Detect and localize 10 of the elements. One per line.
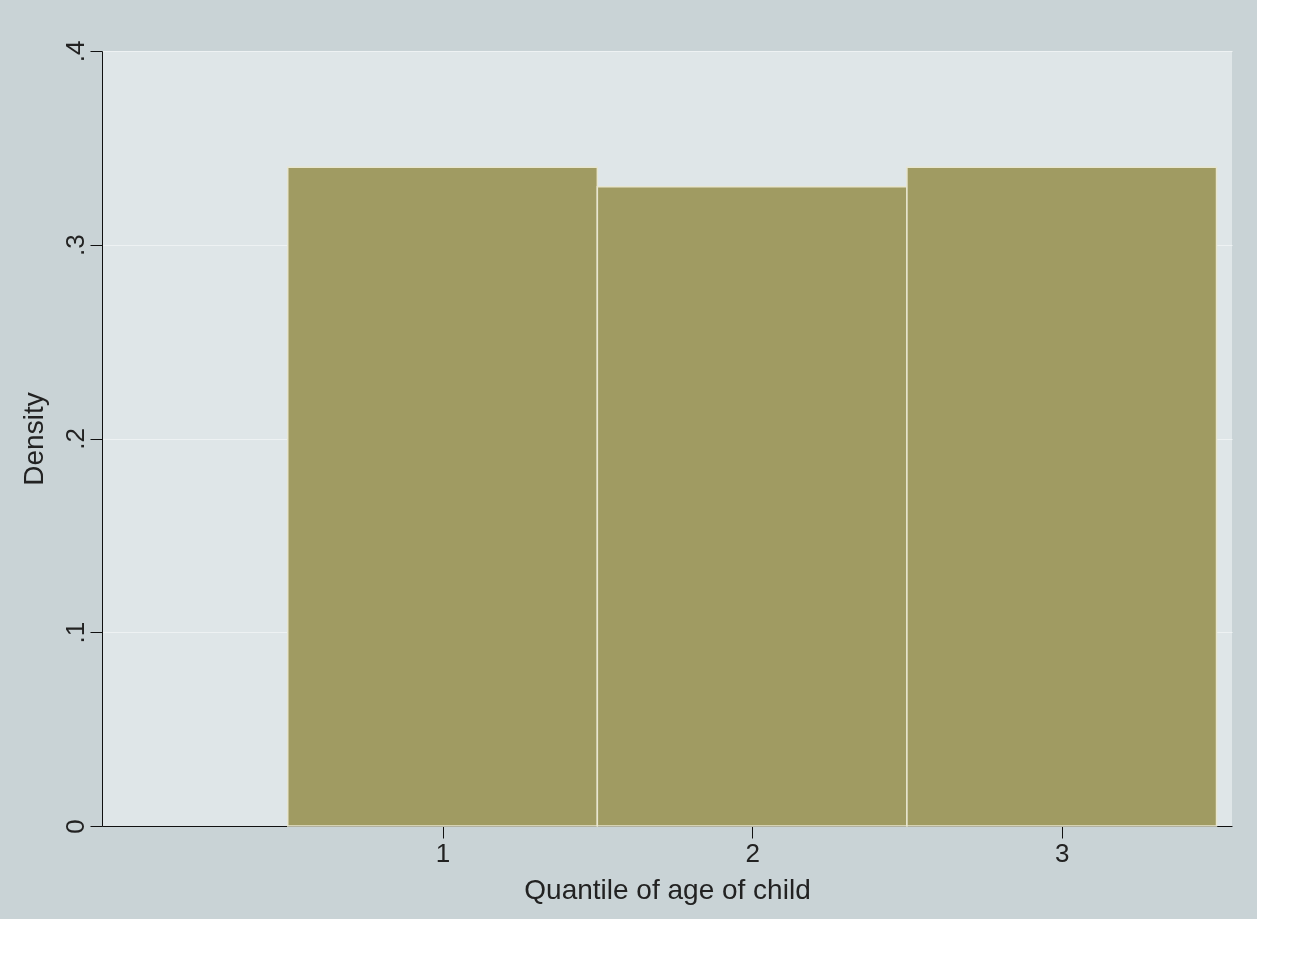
x-tick-label: 2 — [745, 837, 760, 868]
y-tick-label: 0 — [59, 819, 90, 834]
x-tick-label: 1 — [435, 837, 451, 868]
y-tick-label: .4 — [59, 40, 90, 63]
y-tick-label: .3 — [59, 234, 90, 257]
y-tick-label: .1 — [59, 621, 90, 644]
y-axis-title: Density — [17, 392, 49, 486]
x-tick-label: 3 — [1054, 837, 1070, 868]
x-axis-title: Quantile of age of child — [524, 873, 811, 905]
y-tick-label: .2 — [59, 428, 90, 450]
